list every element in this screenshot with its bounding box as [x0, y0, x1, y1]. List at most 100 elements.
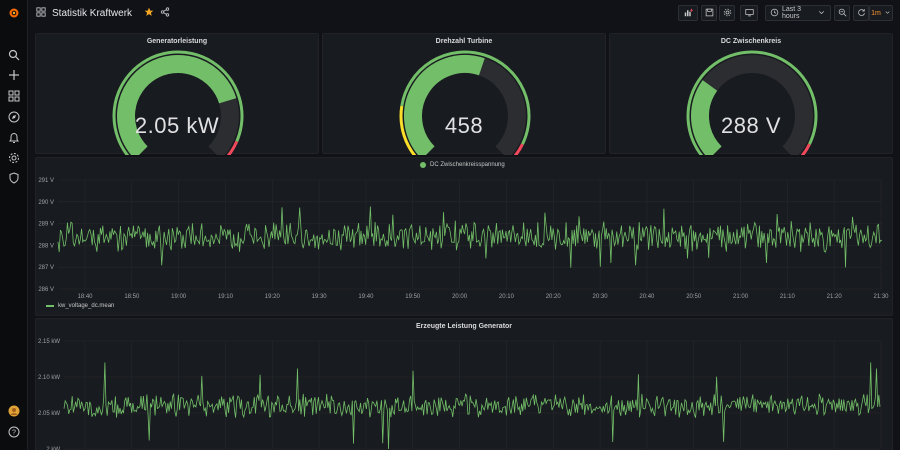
gauge-value: 288 V: [721, 113, 781, 138]
gauge-threshold-band: [112, 50, 244, 155]
x-tick-label: 20:10: [499, 294, 515, 300]
save-dashboard-button[interactable]: [701, 5, 717, 21]
gauge-drehzahl-turbine: [399, 50, 531, 155]
gauge-panel-generatorleistung[interactable]: Generatorleistung 2.05 kW: [35, 33, 319, 155]
refresh-icon: [857, 8, 866, 19]
dashboard-title[interactable]: Statistik Kraftwerk: [52, 7, 133, 19]
clock-icon: [770, 8, 779, 19]
gauge-value-arc: [404, 55, 485, 155]
save-icon: [705, 8, 714, 19]
alerting-icon[interactable]: [6, 130, 22, 146]
add-panel-button[interactable]: [678, 5, 698, 21]
refresh-button[interactable]: [853, 5, 869, 21]
legend-label: DC Zwischenkreisspannung: [430, 162, 505, 168]
gauge-dc-zwischenkreis: [686, 50, 818, 155]
dashboards-icon[interactable]: [6, 88, 22, 104]
top-bar: Statistik Kraftwerk Last 3 hours 1m: [28, 0, 900, 26]
y-tick-label: 290 V: [38, 200, 54, 206]
tv-mode-button[interactable]: [740, 5, 758, 21]
y-tick-label: 291 V: [38, 178, 54, 184]
x-tick-label: 20:50: [686, 294, 702, 300]
gauge-panel-dc-zwischenkreis[interactable]: DC Zwischenkreis 288 V: [609, 33, 893, 155]
gauge-panel-drehzahl-turbine[interactable]: Drehzahl Turbine 458: [322, 33, 606, 155]
explore-icon[interactable]: [6, 109, 22, 125]
y-tick-label: 2 kW: [46, 447, 60, 450]
gauge-value: 2.05 kW: [134, 113, 220, 138]
y-tick-label: 288 V: [38, 243, 54, 249]
zoom-out-button[interactable]: [834, 5, 850, 21]
legend-line: [46, 305, 54, 307]
y-tick-label: 2.05 kW: [38, 411, 60, 417]
configuration-icon[interactable]: [6, 150, 22, 166]
x-tick-label: 19:50: [405, 294, 421, 300]
y-tick-label: 2.10 kW: [38, 375, 60, 381]
zoom-out-icon: [838, 8, 847, 19]
series-line: [63, 362, 881, 450]
x-tick-label: 19:20: [265, 294, 281, 300]
x-tick-label: 20:30: [593, 294, 609, 300]
plus-icon[interactable]: [6, 67, 22, 83]
refresh-interval-picker[interactable]: 1m: [869, 5, 893, 21]
legend-top[interactable]: DC Zwischenkreisspannung: [420, 162, 505, 168]
user-avatar[interactable]: [6, 403, 22, 419]
chevron-down-icon: [817, 8, 826, 19]
x-tick-label: 20:00: [452, 294, 468, 300]
chevron-down-icon: [884, 9, 891, 18]
panel-title: Drehzahl Turbine: [435, 38, 493, 45]
y-tick-label: 289 V: [38, 222, 54, 228]
svg-text:?: ?: [12, 430, 16, 437]
x-tick-label: 21:00: [733, 294, 749, 300]
help-icon[interactable]: ?: [6, 424, 22, 440]
x-tick-label: 21:10: [780, 294, 796, 300]
x-tick-label: 18:50: [124, 294, 140, 300]
star-icon[interactable]: [144, 7, 154, 20]
x-tick-label: 20:40: [639, 294, 655, 300]
timeseries-panel-power[interactable]: Erzeugte Leistung Generator 2.15 kW 2.10 …: [35, 318, 893, 450]
x-tick-label: 18:40: [77, 294, 93, 300]
x-tick-label: 19:40: [358, 294, 374, 300]
gauge-threshold-band: [226, 140, 239, 155]
share-icon[interactable]: [160, 6, 170, 20]
gauge-value-arc: [691, 80, 722, 155]
gauge-threshold-band: [513, 143, 524, 155]
time-range-picker[interactable]: Last 3 hours: [765, 5, 831, 21]
x-tick-label: 20:20: [546, 294, 562, 300]
y-tick-label: 287 V: [38, 265, 54, 271]
search-icon[interactable]: [6, 47, 22, 63]
x-tick-label: 19:00: [171, 294, 187, 300]
gauge-threshold-band: [399, 105, 417, 155]
y-tick-label: 2.15 kW: [38, 339, 60, 345]
x-tick-label: 19:10: [218, 294, 234, 300]
series-line: [57, 206, 883, 268]
x-tick-label: 21:20: [827, 294, 843, 300]
gauge-value-arc: [117, 55, 237, 155]
panel-title: Generatorleistung: [146, 38, 208, 45]
x-tick-label: 21:30: [873, 294, 889, 300]
x-tick-label: 19:30: [312, 294, 328, 300]
gauge-generatorleistung: [112, 50, 244, 155]
refresh-interval-label: 1m: [871, 9, 881, 17]
dashboard-settings-button[interactable]: [719, 5, 735, 21]
y-tick-label: 286 V: [38, 287, 54, 293]
add-panel-icon: [684, 8, 693, 19]
legend-bottom[interactable]: kw_voltage_dc.mean: [46, 303, 114, 309]
shield-icon[interactable]: [6, 170, 22, 186]
gauge-threshold-band: [686, 50, 818, 155]
legend-dot: [420, 162, 426, 168]
panel-title: DC Zwischenkreis: [720, 38, 782, 45]
grafana-logo-icon[interactable]: [6, 5, 22, 21]
gauge-threshold-band: [400, 50, 531, 145]
power-chart: 2.15 kW 2.10 kW 2.05 kW 2 kW: [38, 339, 882, 450]
voltage-chart: 291 V 290 V 289 V 288 V 287 V 286 V 18:40 18:50…: [38, 178, 889, 300]
dashboard-title-area: Statistik Kraftwerk: [36, 5, 170, 21]
legend-label: kw_voltage_dc.mean: [58, 303, 115, 309]
panel-title: Erzeugte Leistung Generator: [415, 323, 513, 330]
sidebar: ?: [0, 0, 28, 450]
gauge-value: 458: [444, 113, 484, 138]
gear-icon: [723, 8, 732, 19]
dashboards-icon: [36, 6, 46, 20]
gauge-threshold-band: [800, 143, 811, 155]
time-range-label: Last 3 hours: [782, 6, 802, 20]
monitor-icon: [744, 8, 754, 19]
timeseries-panel-dc-voltage[interactable]: DC Zwischenkreisspannung 291 V 290 V 289 V…: [35, 157, 893, 316]
